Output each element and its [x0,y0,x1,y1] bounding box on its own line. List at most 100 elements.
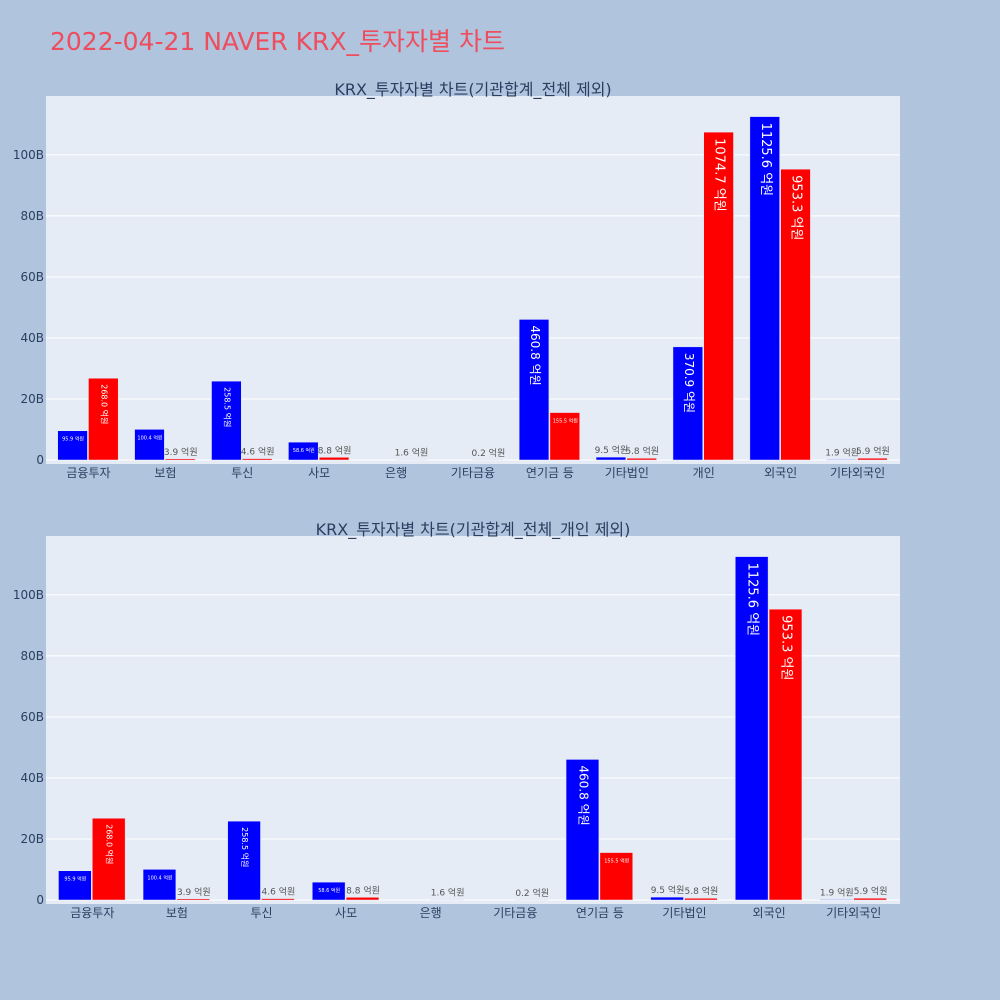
data-label: 258.5 억원 [240,827,250,867]
data-label: 4.6 억원 [262,886,296,898]
y-tick-label: 0 [36,453,44,467]
bar [92,817,126,901]
y-tick-label: 60B [20,270,44,284]
bar [318,457,350,461]
chart-2: 0 20B 40B 60B 80B 100B KRX_투자자별 차트(기관합계_전체_개인 … [13,520,900,920]
data-label: 3.9 억원 [177,886,211,898]
bar [626,457,657,461]
bar [595,456,627,461]
data-label: 0.2 억원 [515,887,549,899]
data-label: 5.9 억원 [856,445,890,457]
bar [165,458,196,461]
bar [749,116,780,461]
data-label: 100.4 억원 [137,434,163,441]
data-label: 370.9 억원 [682,353,696,413]
bar [134,429,165,461]
page-title: 2022-04-21 NAVER KRX_투자자별 차트 [50,27,505,56]
y-tick-label: 20B [20,832,44,846]
data-label: 1.6 억원 [395,447,429,459]
bar [819,899,853,901]
data-label: 9.5 억원 [595,444,629,456]
x-tick-label: 기타금융 [493,906,537,920]
data-label: 95.9 억원 [64,876,86,883]
x-tick-label: 투신 [250,906,272,920]
x-tick-label: 외국인 [764,466,797,480]
y-tick-label: 40B [20,331,44,345]
data-label: 5.8 억원 [625,445,659,457]
y-tick-label: 100B [13,588,44,602]
bar [735,556,769,901]
x-tick-label: 보험 [154,466,176,480]
x-tick-label: 연기금 등 [526,466,574,480]
bar [853,897,887,901]
x-tick-label: 기타법인 [662,906,706,920]
data-label: 268.0 억원 [99,384,109,424]
chart-title: KRX_투자자별 차트(기관합계_전체_개인 제외) [316,520,631,540]
bar [345,897,380,901]
data-label: 953.3 억원 [789,175,804,240]
bar [684,897,718,901]
bar [780,168,811,461]
data-label: 58.6 억원 [318,887,340,894]
bar [242,458,273,461]
chart-title: KRX_투자자별 차트(기관합계_전체 제외) [334,80,611,100]
bar [599,852,633,901]
data-label: 0.2 억원 [472,447,506,459]
data-label: 258.5 억원 [222,387,232,427]
x-tick-label: 은행 [420,905,442,920]
bar [650,896,684,901]
x-tick-label: 외국인 [753,906,786,920]
data-label: 8.8 억원 [346,884,380,896]
data-label: 95.9 억원 [62,436,84,443]
bar [88,377,119,461]
data-label: 268.0 억원 [105,824,115,864]
x-tick-label: 투신 [231,466,253,480]
x-tick-label: 보험 [166,906,188,920]
x-tick-label: 사모 [335,906,357,920]
x-tick-label: 기타외국인 [830,466,885,480]
y-tick-label: 100B [13,148,44,162]
bar [768,608,803,901]
data-label: 1.9 억원 [820,886,854,898]
bar [211,380,242,461]
x-tick-label: 연기금 등 [576,906,624,920]
x-tick-label: 개인 [693,466,715,480]
bar [826,459,857,461]
chart-1: 0 20B 40B 60B 80B 100B KRX_투자자별 차트(기관합계_전체 제외)… [13,80,900,480]
bar [549,412,580,461]
data-label: 4.6 억원 [241,446,275,458]
x-tick-label: 사모 [308,466,330,480]
data-label: 1125.6 억원 [745,563,760,637]
bar [703,131,734,461]
y-tick-label: 20B [20,392,44,406]
data-label: 953.3 억원 [779,615,794,680]
y-tick-label: 0 [36,893,44,907]
bar [58,870,92,901]
bar [672,346,703,461]
data-label: 155.5 억원 [553,418,579,425]
x-tick-label: 은행 [385,465,407,480]
data-label: 460.8 억원 [576,765,590,825]
data-label: 58.6 억원 [293,447,315,454]
x-tick-label: 금융투자 [70,906,114,920]
data-label: 1125.6 억원 [758,123,773,197]
bar [176,898,210,901]
x-tick-label: 기타외국인 [826,906,881,920]
bar [518,319,550,461]
data-label: 1.6 억원 [431,887,465,899]
data-label: 460.8 억원 [528,325,542,385]
data-label: 100.4 억원 [147,874,173,881]
data-label: 9.5 억원 [651,884,685,896]
bar [142,869,177,901]
bar [288,441,319,461]
data-label: 1.9 억원 [825,446,859,458]
data-label: 5.9 억원 [854,885,888,897]
bar [857,457,888,461]
bar [312,881,346,901]
x-tick-label: 금융투자 [66,466,110,480]
bar [261,898,295,901]
x-tick-label: 기타금융 [451,466,495,480]
y-tick-label: 80B [20,649,44,663]
y-tick-label: 80B [20,209,44,223]
